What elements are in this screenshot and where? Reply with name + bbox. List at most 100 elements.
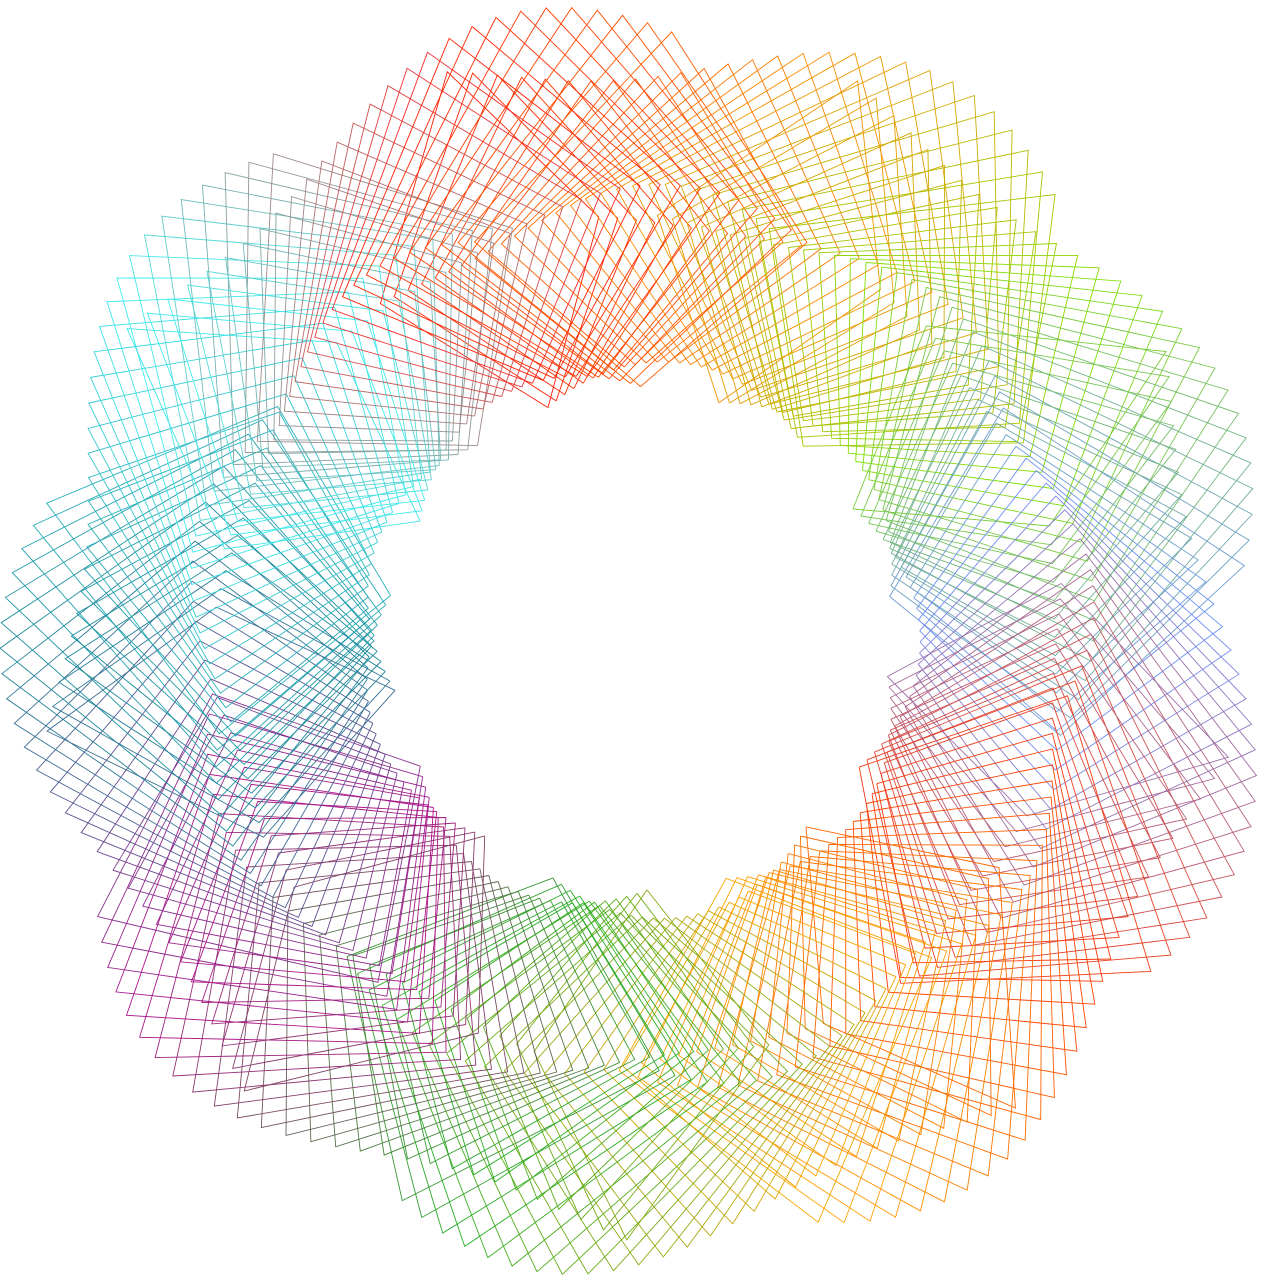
mesh-line — [715, 148, 933, 408]
mesh-line — [88, 357, 379, 634]
mesh-group — [0, 6, 1258, 1276]
mesh-line — [712, 111, 1000, 413]
mesh-line — [714, 877, 936, 1150]
mesh-line — [768, 853, 968, 1130]
mesh-line — [657, 876, 963, 1222]
mesh-line — [260, 868, 525, 1129]
mesh-line — [87, 411, 370, 680]
mesh-line — [49, 620, 374, 909]
mesh-line — [80, 659, 381, 927]
mesh-line — [686, 114, 908, 405]
mesh-line — [852, 796, 1078, 1052]
mesh-line — [600, 51, 898, 371]
mesh-line — [341, 37, 641, 381]
mesh-line — [87, 429, 369, 694]
mesh-line — [418, 902, 666, 1176]
mesh-line — [440, 14, 776, 382]
mesh-line — [533, 889, 770, 1241]
mesh-line — [876, 732, 1112, 964]
mesh-line — [768, 193, 1056, 447]
mesh-line — [862, 266, 1143, 507]
mesh-line — [527, 67, 803, 363]
mesh-line — [314, 85, 582, 392]
mesh-line — [882, 375, 1177, 602]
mesh-line — [584, 52, 879, 368]
mesh-line — [294, 141, 528, 410]
mesh-line — [353, 25, 661, 379]
mesh-line — [168, 766, 420, 975]
mesh-line — [101, 713, 424, 997]
mesh-line — [96, 693, 421, 983]
mesh-line — [424, 9, 758, 380]
mesh-line — [500, 75, 765, 365]
mesh-line — [878, 286, 1201, 562]
mesh-line — [874, 665, 1191, 968]
mesh-line — [717, 869, 1002, 1203]
mesh-line — [741, 149, 1029, 429]
mesh-line — [243, 835, 486, 1092]
mesh-line — [697, 872, 990, 1212]
mesh-line — [794, 850, 1038, 1141]
mesh-line — [834, 254, 1079, 458]
mesh-line — [11, 449, 378, 784]
mesh-line — [155, 749, 412, 967]
mesh-line — [671, 97, 895, 404]
mesh-line — [622, 906, 887, 1200]
mesh-line — [357, 883, 676, 1219]
mesh-line — [115, 753, 430, 1023]
mesh-line — [918, 469, 1224, 751]
mesh-line — [727, 129, 1013, 421]
mesh-line — [563, 915, 855, 1237]
mesh-line — [786, 844, 979, 1123]
mesh-line — [787, 219, 1017, 427]
mesh-line — [107, 733, 427, 1011]
mesh-line — [125, 773, 434, 1034]
mesh-line — [224, 172, 473, 466]
mesh-line — [80, 500, 372, 751]
mesh-line — [916, 457, 1215, 732]
mesh-line — [352, 894, 605, 1156]
mesh-line — [116, 277, 407, 553]
mesh-line — [306, 103, 564, 397]
mesh-line — [167, 298, 426, 522]
mesh-line — [656, 80, 881, 404]
mesh-line — [236, 861, 509, 1119]
mesh-line — [845, 812, 1067, 1076]
mesh-line — [335, 890, 590, 1152]
mesh-line — [179, 783, 429, 982]
mesh-line — [86, 465, 369, 723]
mesh-line — [401, 901, 651, 1170]
mesh-line — [58, 570, 386, 809]
mesh-line — [773, 206, 998, 422]
mesh-line — [729, 164, 946, 410]
mesh-line — [127, 714, 398, 952]
mesh-line — [569, 55, 860, 365]
mesh-line — [283, 178, 495, 425]
mesh-line — [700, 132, 920, 406]
mesh-line — [887, 633, 1223, 947]
mesh-line — [803, 231, 1037, 433]
mesh-line — [732, 869, 947, 1142]
mesh-line — [89, 339, 383, 618]
mesh-line — [408, 6, 740, 378]
mesh-line — [499, 895, 739, 1221]
mesh-line — [45, 405, 391, 735]
mesh-line — [369, 897, 621, 1160]
mesh-line — [421, 76, 656, 389]
mesh-line — [919, 509, 1247, 810]
mesh-line — [0, 483, 372, 817]
mesh-line — [13, 560, 368, 875]
mesh-line — [346, 877, 660, 1202]
mesh-line — [880, 717, 1120, 949]
mesh-line — [637, 877, 948, 1224]
mesh-line — [871, 748, 1104, 982]
mesh-line — [750, 861, 957, 1136]
mesh-line — [889, 387, 1180, 620]
mesh-line — [303, 881, 558, 1143]
mesh-line — [618, 877, 933, 1223]
mesh-line — [868, 272, 1164, 525]
mesh-line — [915, 538, 1256, 849]
mesh-line — [881, 649, 1208, 958]
mesh-line — [583, 913, 866, 1225]
